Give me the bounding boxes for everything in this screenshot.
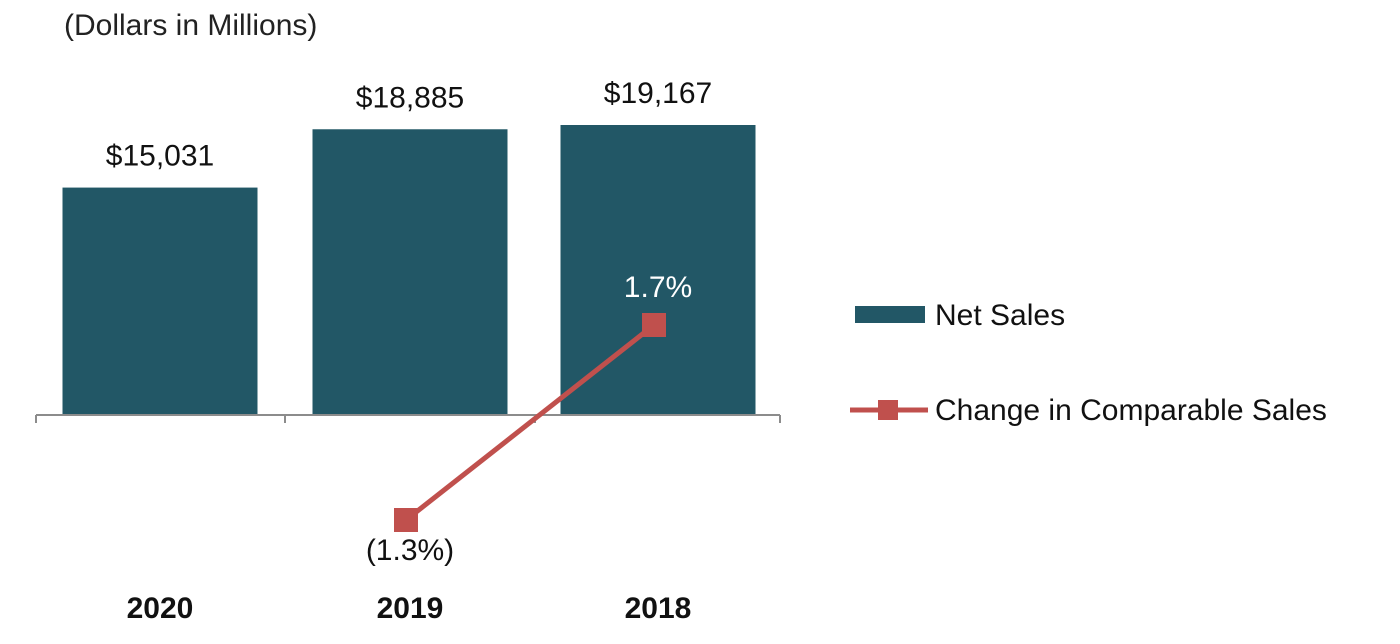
x-tick-label-2019: 2019 bbox=[377, 592, 444, 625]
legend-comparable-sales-marker bbox=[878, 400, 898, 420]
bar-2019 bbox=[312, 129, 508, 415]
bar-value-label-2019: $18,885 bbox=[356, 81, 464, 114]
x-axis bbox=[35, 414, 781, 423]
chart-subtitle: (Dollars in Millions) bbox=[64, 9, 317, 42]
bar-2020 bbox=[62, 187, 258, 415]
legend-comparable-sales-label: Change in Comparable Sales bbox=[935, 394, 1327, 427]
x-tick-labels: 2020 2019 2018 bbox=[127, 592, 692, 625]
bar-2018 bbox=[560, 125, 756, 415]
data-labels: $15,031 $18,885 $19,167 (1.3%) 1.7% bbox=[106, 77, 712, 567]
bar-value-label-2020: $15,031 bbox=[106, 140, 214, 173]
legend: Net Sales Change in Comparable Sales bbox=[850, 299, 1327, 427]
comparable-sales-label-2018: 1.7% bbox=[624, 271, 692, 304]
legend-net-sales-swatch bbox=[855, 306, 925, 323]
line-series bbox=[394, 313, 666, 532]
bar-value-label-2018: $19,167 bbox=[604, 77, 712, 110]
legend-net-sales-label: Net Sales bbox=[935, 299, 1065, 332]
comparable-sales-marker-2019 bbox=[394, 508, 418, 532]
comparable-sales-label-2019: (1.3%) bbox=[366, 534, 454, 567]
x-tick-label-2018: 2018 bbox=[625, 592, 692, 625]
comparable-sales-line bbox=[404, 323, 656, 522]
bar-series bbox=[62, 125, 756, 415]
x-tick-label-2020: 2020 bbox=[127, 592, 194, 625]
comparable-sales-marker-2018 bbox=[642, 313, 666, 337]
